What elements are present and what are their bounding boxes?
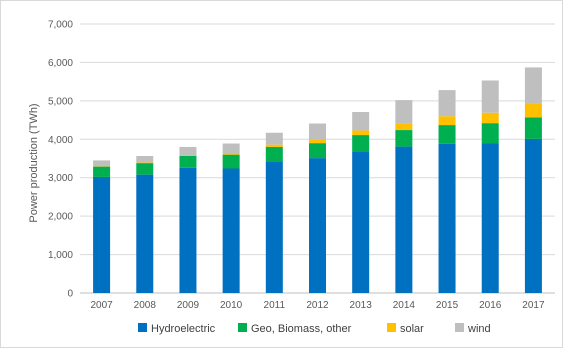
y-tick-label: 0 [67, 289, 73, 300]
bar-segment-geo-biomass-other [309, 143, 326, 159]
bar-segment-geo-biomass-other [395, 130, 413, 147]
bar-segment-geo-biomass-other [352, 135, 370, 152]
bar-segment-wind [136, 156, 154, 163]
bar-segment-hydroelectric [395, 146, 413, 293]
bar-segment-wind [93, 160, 111, 167]
bar-segment-wind [524, 67, 542, 104]
bar-segment-geo-biomass-other [265, 146, 283, 162]
x-tick-label: 2007 [90, 300, 113, 311]
x-tick-label: 2014 [393, 300, 416, 311]
y-tick-label: 6,000 [48, 58, 73, 69]
y-tick-label: 2,000 [48, 212, 73, 223]
x-tick-label: 2011 [264, 300, 286, 311]
legend-item: Hydroelectric [138, 323, 216, 335]
x-tick-labels: 2007 2008 2009 2010 2011 2012 2013 2014 2015 2016… [90, 300, 545, 311]
legend-swatch [455, 323, 464, 332]
x-tick-label: 2015 [436, 300, 459, 311]
y-tick-label: 4,000 [48, 135, 73, 146]
bar-segment-solar [481, 112, 499, 124]
bar-segment-solar [222, 153, 240, 155]
y-tick-label: 3,000 [48, 173, 73, 184]
legend-swatch [238, 323, 247, 332]
bar-segment-wind [481, 80, 499, 113]
bar-segment-solar [524, 103, 542, 118]
bar-segment-solar [309, 139, 326, 144]
y-tick-labels: 0 1,000 2,000 3,000 4,000 5,000 6,000 7,000 [48, 20, 73, 300]
bar-segment-hydroelectric [222, 168, 240, 293]
x-tick-label: 2016 [479, 300, 502, 311]
bar-segment-geo-biomass-other [179, 155, 197, 168]
bar-segment-wind [222, 143, 240, 154]
bar-segment-wind [265, 132, 283, 145]
bar-segment-geo-biomass-other [524, 117, 542, 139]
bar-segment-wind [395, 100, 413, 124]
legend-swatch [138, 323, 147, 332]
bar-segment-geo-biomass-other [93, 166, 111, 177]
bar-segment-hydroelectric [352, 151, 370, 293]
legend-item: wind [455, 323, 491, 335]
y-tick-label: 1,000 [48, 250, 73, 261]
x-tick-label: 2013 [350, 300, 373, 311]
legend-label: solar [400, 323, 424, 335]
bar-segment-geo-biomass-other [481, 123, 499, 144]
bars [93, 67, 542, 293]
legend-label: Geo, Biomass, other [251, 323, 352, 335]
bar-segment-hydroelectric [93, 176, 111, 293]
y-tick-label: 7,000 [48, 20, 73, 31]
bar-segment-hydroelectric [524, 138, 542, 293]
bar-segment-hydroelectric [265, 161, 283, 293]
legend-swatch [387, 323, 396, 332]
legend-label: wind [467, 323, 491, 335]
x-tick-label: 2017 [522, 300, 545, 311]
bar-segment-solar [438, 116, 456, 126]
bar-segment-solar [179, 155, 197, 156]
x-tick-label: 2010 [220, 300, 243, 311]
legend-item: solar [387, 323, 424, 335]
bar-segment-hydroelectric [179, 167, 197, 293]
bar-segment-solar [352, 130, 370, 136]
bar-segment-geo-biomass-other [438, 125, 456, 144]
bar-segment-solar [136, 162, 154, 164]
bar-segment-wind [309, 123, 326, 140]
bar-segment-wind [179, 146, 197, 156]
bar-segment-geo-biomass-other [136, 163, 154, 175]
bar-segment-solar [395, 123, 413, 131]
legend-item: Geo, Biomass, other [238, 323, 352, 335]
bar-segment-geo-biomass-other [222, 154, 240, 169]
bar-segment-solar [265, 144, 283, 147]
x-tick-label: 2008 [134, 300, 157, 311]
x-tick-label: 2012 [306, 300, 329, 311]
bar-segment-wind [438, 90, 456, 117]
bar-segment-hydroelectric [136, 174, 154, 293]
x-tick-label: 2009 [177, 300, 200, 311]
bar-segment-hydroelectric [481, 143, 499, 293]
bar-segment-hydroelectric [438, 143, 456, 293]
legend: Hydroelectric Geo, Biomass, other solar win… [138, 323, 491, 335]
bar-segment-hydroelectric [309, 158, 326, 293]
bar-segment-wind [352, 112, 370, 131]
legend-label: Hydroelectric [151, 323, 216, 335]
y-axis-label: Power production (TWh) [28, 103, 40, 222]
y-tick-label: 5,000 [48, 96, 73, 107]
